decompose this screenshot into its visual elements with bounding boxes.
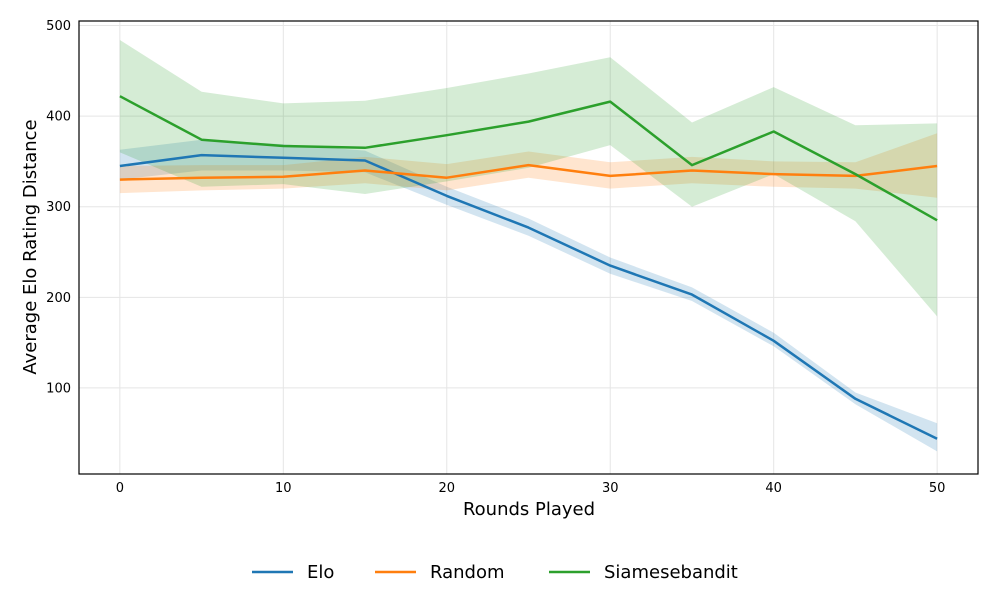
legend-label: Siamesebandit (604, 562, 738, 583)
legend-label: Elo (307, 562, 334, 583)
y-tick-label: 400 (46, 110, 71, 125)
series-lines (119, 95, 938, 440)
confidence-bands (119, 40, 938, 452)
x-tick-label: 10 (275, 481, 292, 496)
legend-label: Random (430, 562, 505, 583)
series-line (119, 153, 938, 440)
series-line (119, 163, 938, 181)
legend: Elo Random Siamesebandit (252, 562, 738, 583)
grid (79, 21, 978, 474)
legend-item: Elo (252, 562, 334, 583)
y-axis-title: Average Elo Rating Distance (20, 119, 41, 374)
series-line (119, 95, 938, 222)
legend-item: Random (375, 562, 505, 583)
x-tick-label: 40 (765, 481, 782, 496)
x-tick-label: 20 (438, 481, 455, 496)
y-tick-label: 200 (46, 291, 71, 306)
plot-frame (78, 20, 979, 475)
legend-item: Siamesebandit (549, 562, 738, 583)
x-tick-label: 30 (602, 481, 619, 496)
y-tick-label: 100 (46, 381, 71, 396)
y-tick-label: 500 (46, 19, 71, 34)
x-axis-title: Rounds Played (463, 499, 595, 520)
y-tick-label: 300 (46, 200, 71, 215)
axis-ticks: 0 10 20 30 40 50 100 200 300 400 500 (46, 19, 945, 496)
confidence-band (119, 40, 938, 317)
x-tick-label: 0 (116, 481, 124, 496)
x-tick-label: 50 (929, 481, 946, 496)
